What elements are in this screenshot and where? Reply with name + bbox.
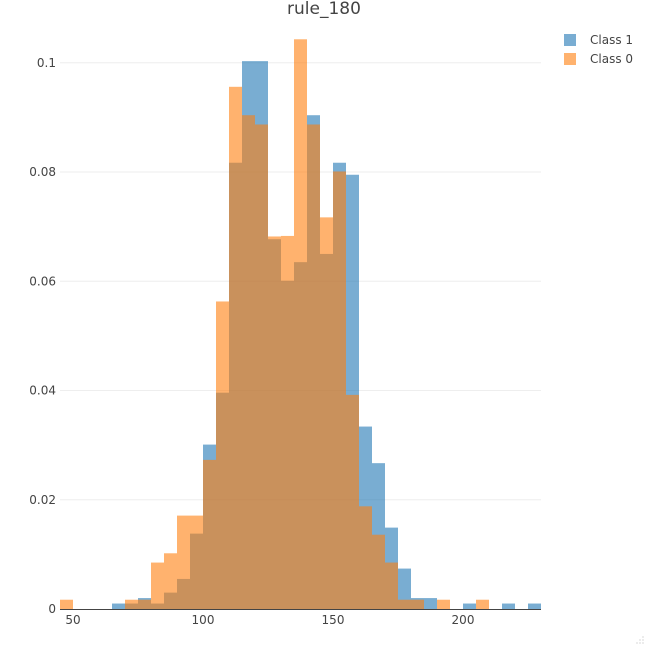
histogram-bar[interactable] — [138, 599, 151, 609]
histogram-bar[interactable] — [164, 553, 177, 609]
histogram-bar[interactable] — [528, 603, 541, 609]
legend-label: Class 0 — [590, 52, 633, 66]
histogram-bar[interactable] — [320, 217, 333, 610]
legend-item[interactable]: Class 0 — [564, 52, 633, 66]
y-tick-label: 0.1 — [37, 56, 56, 70]
histogram-bar[interactable] — [268, 236, 281, 610]
y-tick-label: 0.04 — [29, 384, 56, 398]
legend-item[interactable]: Class 1 — [564, 33, 633, 47]
histogram-bar[interactable] — [307, 124, 320, 610]
legend-swatch — [564, 53, 576, 65]
chart-title: rule_180 — [287, 0, 361, 19]
histogram-bar[interactable] — [242, 115, 255, 610]
histogram-bar[interactable] — [125, 599, 138, 609]
x-tick-label: 100 — [192, 613, 215, 627]
histogram-bar[interactable] — [411, 599, 424, 609]
histogram-bar[interactable] — [346, 394, 359, 609]
histogram-bar[interactable] — [502, 603, 515, 609]
histogram-bar[interactable] — [255, 124, 268, 610]
histogram-bar[interactable] — [398, 568, 411, 609]
legend-swatch — [564, 34, 576, 46]
y-tick-label: 0.06 — [29, 274, 56, 288]
series-class-0[interactable] — [60, 39, 489, 610]
y-tick-label: 0 — [48, 602, 56, 616]
histogram-bar[interactable] — [151, 562, 164, 609]
x-tick-label: 200 — [452, 613, 475, 627]
histogram-bar[interactable] — [424, 598, 437, 609]
histogram-bar[interactable] — [294, 39, 307, 610]
legend-label: Class 1 — [590, 33, 633, 47]
histogram-bar[interactable] — [60, 599, 73, 609]
y-tick-label: 0.02 — [29, 493, 56, 507]
y-tick-label: 0.08 — [29, 165, 56, 179]
histogram-bar[interactable] — [216, 301, 229, 609]
x-tick-label: 50 — [65, 613, 80, 627]
histogram-bar[interactable] — [190, 515, 203, 609]
histogram-bar[interactable] — [398, 599, 411, 609]
histogram-bar[interactable] — [463, 603, 476, 609]
resize-handle-icon[interactable] — [636, 636, 644, 644]
histogram-bar[interactable] — [112, 603, 125, 609]
histogram-bar[interactable] — [385, 562, 398, 609]
histogram-bar[interactable] — [476, 599, 489, 609]
histogram-bar[interactable] — [372, 534, 385, 609]
histogram-bar[interactable] — [359, 506, 372, 609]
histogram-bar[interactable] — [333, 171, 346, 609]
histogram-bar[interactable] — [177, 515, 190, 609]
x-tick-label: 150 — [322, 613, 345, 627]
histogram-bars[interactable] — [60, 39, 541, 610]
histogram-bar[interactable] — [229, 86, 242, 609]
axes: 0 0.02 0.04 0.06 0.08 0.1 50 100 150 200 — [29, 56, 541, 627]
legend[interactable]: Class 1 Class 0 — [564, 33, 633, 66]
histogram-bar[interactable] — [437, 599, 450, 609]
histogram-bar[interactable] — [281, 235, 294, 609]
histogram-bar[interactable] — [203, 459, 216, 609]
